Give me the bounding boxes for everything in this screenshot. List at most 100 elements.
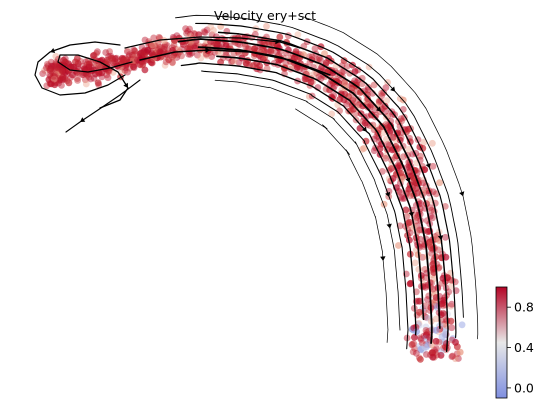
cell-point: [51, 79, 59, 87]
cell-point: [81, 65, 88, 73]
cell-point: [250, 52, 258, 60]
cell-point: [130, 61, 138, 68]
cell-point: [415, 321, 423, 329]
cell-point: [106, 48, 113, 55]
cell-point: [120, 57, 127, 65]
cell-point: [428, 271, 436, 279]
cell-point: [251, 45, 258, 53]
cell-point: [361, 119, 369, 127]
cell-point: [152, 49, 160, 57]
cell-point: [302, 76, 309, 83]
cell-point: [384, 124, 392, 132]
cell-point: [92, 70, 99, 78]
cell-point: [364, 95, 372, 103]
cell-point: [59, 73, 66, 81]
cell-point: [432, 337, 440, 345]
cell-point: [226, 42, 234, 50]
cell-point: [416, 342, 423, 350]
cell-point: [81, 76, 89, 84]
cell-point: [442, 253, 450, 261]
cell-point: [434, 246, 442, 254]
cell-point: [431, 346, 438, 354]
cell-point: [343, 101, 350, 108]
cell-point: [55, 61, 63, 69]
cell-point: [184, 45, 192, 52]
cell-point: [364, 103, 372, 111]
cell-point: [142, 49, 150, 56]
cell-point: [59, 67, 67, 75]
cell-point: [435, 264, 443, 271]
cell-point: [399, 195, 406, 203]
cell-point: [156, 48, 164, 55]
cell-point: [125, 51, 133, 59]
cell-point: [94, 79, 102, 87]
cell-point: [124, 48, 131, 55]
cell-point: [397, 170, 405, 177]
cell-point: [406, 168, 414, 176]
cell-point: [143, 48, 151, 56]
cell-point: [397, 115, 405, 122]
cell-point: [416, 235, 424, 243]
cell-point: [348, 84, 356, 92]
cell-point: [49, 76, 56, 83]
cell-point: [78, 71, 86, 78]
cell-point: [141, 50, 149, 58]
cell-point: [406, 280, 414, 288]
cell-point: [50, 68, 58, 76]
cell-point: [417, 345, 425, 353]
cell-point: [47, 58, 55, 66]
cell-point: [103, 56, 111, 64]
streamline: [303, 16, 479, 340]
cell-point: [117, 57, 124, 65]
cell-point: [452, 338, 459, 346]
cell-point: [183, 30, 190, 37]
cell-point: [421, 266, 429, 273]
cell-point: [58, 66, 66, 74]
cell-point: [397, 193, 405, 201]
cell-point: [300, 66, 308, 74]
cell-point: [243, 60, 251, 68]
streamline-arrow: [80, 117, 86, 122]
cell-point: [186, 41, 193, 48]
cell-point: [430, 354, 438, 361]
cell-point: [408, 340, 416, 348]
cell-point: [109, 59, 117, 67]
cell-point: [130, 63, 137, 71]
cell-point: [48, 62, 55, 70]
cell-point: [73, 55, 81, 62]
cell-point: [367, 101, 374, 109]
cell-point: [50, 62, 58, 70]
cell-point: [67, 74, 75, 81]
cell-point: [453, 343, 461, 351]
cell-point: [107, 52, 115, 60]
cell-point: [410, 178, 417, 185]
cell-point: [144, 46, 152, 54]
cell-point: [152, 49, 160, 57]
cell-point: [256, 62, 263, 70]
cell-point: [185, 44, 193, 52]
streamline-arrow: [385, 191, 391, 197]
cell-point: [109, 55, 116, 62]
cell-point: [141, 50, 149, 58]
cell-point: [322, 59, 330, 67]
cell-point: [406, 280, 414, 288]
cell-point: [55, 75, 63, 82]
cell-point: [432, 326, 440, 334]
cell-point: [412, 185, 420, 192]
cell-point: [447, 317, 455, 325]
cell-point: [415, 320, 423, 327]
cell-point: [153, 40, 161, 48]
cell-point: [184, 28, 192, 35]
cell-point: [408, 341, 416, 349]
cell-point: [50, 77, 57, 84]
cell-point: [55, 65, 63, 73]
cell-point: [148, 59, 156, 67]
cell-point: [360, 145, 368, 152]
cell-point: [229, 35, 236, 42]
cell-point: [294, 31, 302, 39]
cell-point: [44, 62, 52, 70]
cell-point: [126, 64, 134, 72]
cell-point: [121, 67, 129, 74]
cell-point: [414, 297, 421, 305]
cell-point: [432, 326, 440, 334]
